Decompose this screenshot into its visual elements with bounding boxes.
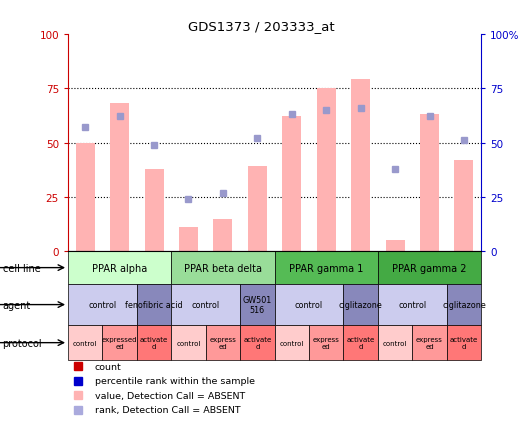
Text: activate
d: activate d xyxy=(140,337,168,349)
Text: control: control xyxy=(280,340,304,346)
Bar xyxy=(447,284,481,326)
Text: rank, Detection Call = ABSENT: rank, Detection Call = ABSENT xyxy=(95,405,241,414)
Bar xyxy=(317,89,336,252)
Text: value, Detection Call = ABSENT: value, Detection Call = ABSENT xyxy=(95,391,245,400)
Bar xyxy=(172,326,206,360)
Bar xyxy=(179,228,198,252)
Text: control: control xyxy=(398,300,426,309)
Text: control: control xyxy=(383,340,407,346)
Bar xyxy=(454,161,473,252)
Bar xyxy=(248,167,267,252)
Bar xyxy=(137,284,172,326)
Text: control: control xyxy=(176,340,201,346)
Bar xyxy=(275,284,344,326)
Bar xyxy=(172,284,240,326)
Bar xyxy=(378,252,481,284)
Text: count: count xyxy=(95,362,121,371)
Bar xyxy=(76,143,95,252)
Bar xyxy=(103,326,137,360)
Text: ciglitazone: ciglitazone xyxy=(442,300,486,309)
Text: protocol: protocol xyxy=(3,338,42,348)
Text: percentile rank within the sample: percentile rank within the sample xyxy=(95,376,255,385)
Bar xyxy=(68,284,137,326)
Text: GDS1373 / 203333_at: GDS1373 / 203333_at xyxy=(188,20,335,33)
Text: agent: agent xyxy=(3,300,31,310)
Text: control: control xyxy=(191,300,220,309)
Bar xyxy=(68,252,172,284)
Text: activate
d: activate d xyxy=(347,337,375,349)
Text: GW501
516: GW501 516 xyxy=(243,296,272,314)
Text: activate
d: activate d xyxy=(243,337,271,349)
Bar xyxy=(137,326,172,360)
Bar xyxy=(344,284,378,326)
Bar xyxy=(344,326,378,360)
Bar xyxy=(378,326,412,360)
Bar xyxy=(110,104,129,252)
Bar xyxy=(351,80,370,252)
Bar xyxy=(240,284,275,326)
Bar xyxy=(378,284,447,326)
Bar xyxy=(282,117,301,252)
Bar xyxy=(420,115,439,252)
Text: control: control xyxy=(73,340,97,346)
Text: PPAR alpha: PPAR alpha xyxy=(92,263,147,273)
Text: PPAR beta delta: PPAR beta delta xyxy=(184,263,262,273)
Bar xyxy=(275,252,378,284)
Text: cell line: cell line xyxy=(3,263,40,273)
Bar xyxy=(309,326,344,360)
Bar xyxy=(385,241,405,252)
Text: express
ed: express ed xyxy=(210,337,236,349)
Bar xyxy=(240,326,275,360)
Bar xyxy=(412,326,447,360)
Text: fenofibric acid: fenofibric acid xyxy=(125,300,183,309)
Text: express
ed: express ed xyxy=(416,337,443,349)
Text: PPAR gamma 1: PPAR gamma 1 xyxy=(289,263,363,273)
Text: ciglitazone: ciglitazone xyxy=(339,300,382,309)
Text: PPAR gamma 2: PPAR gamma 2 xyxy=(392,263,467,273)
Bar xyxy=(275,326,309,360)
Bar xyxy=(144,169,164,252)
Bar xyxy=(213,219,232,252)
Bar xyxy=(68,326,103,360)
Bar xyxy=(172,252,275,284)
Bar xyxy=(206,326,240,360)
Text: activate
d: activate d xyxy=(450,337,478,349)
Text: control: control xyxy=(88,300,117,309)
Text: express
ed: express ed xyxy=(313,337,339,349)
Bar xyxy=(447,326,481,360)
Text: control: control xyxy=(295,300,323,309)
Text: expressed
ed: expressed ed xyxy=(102,337,138,349)
